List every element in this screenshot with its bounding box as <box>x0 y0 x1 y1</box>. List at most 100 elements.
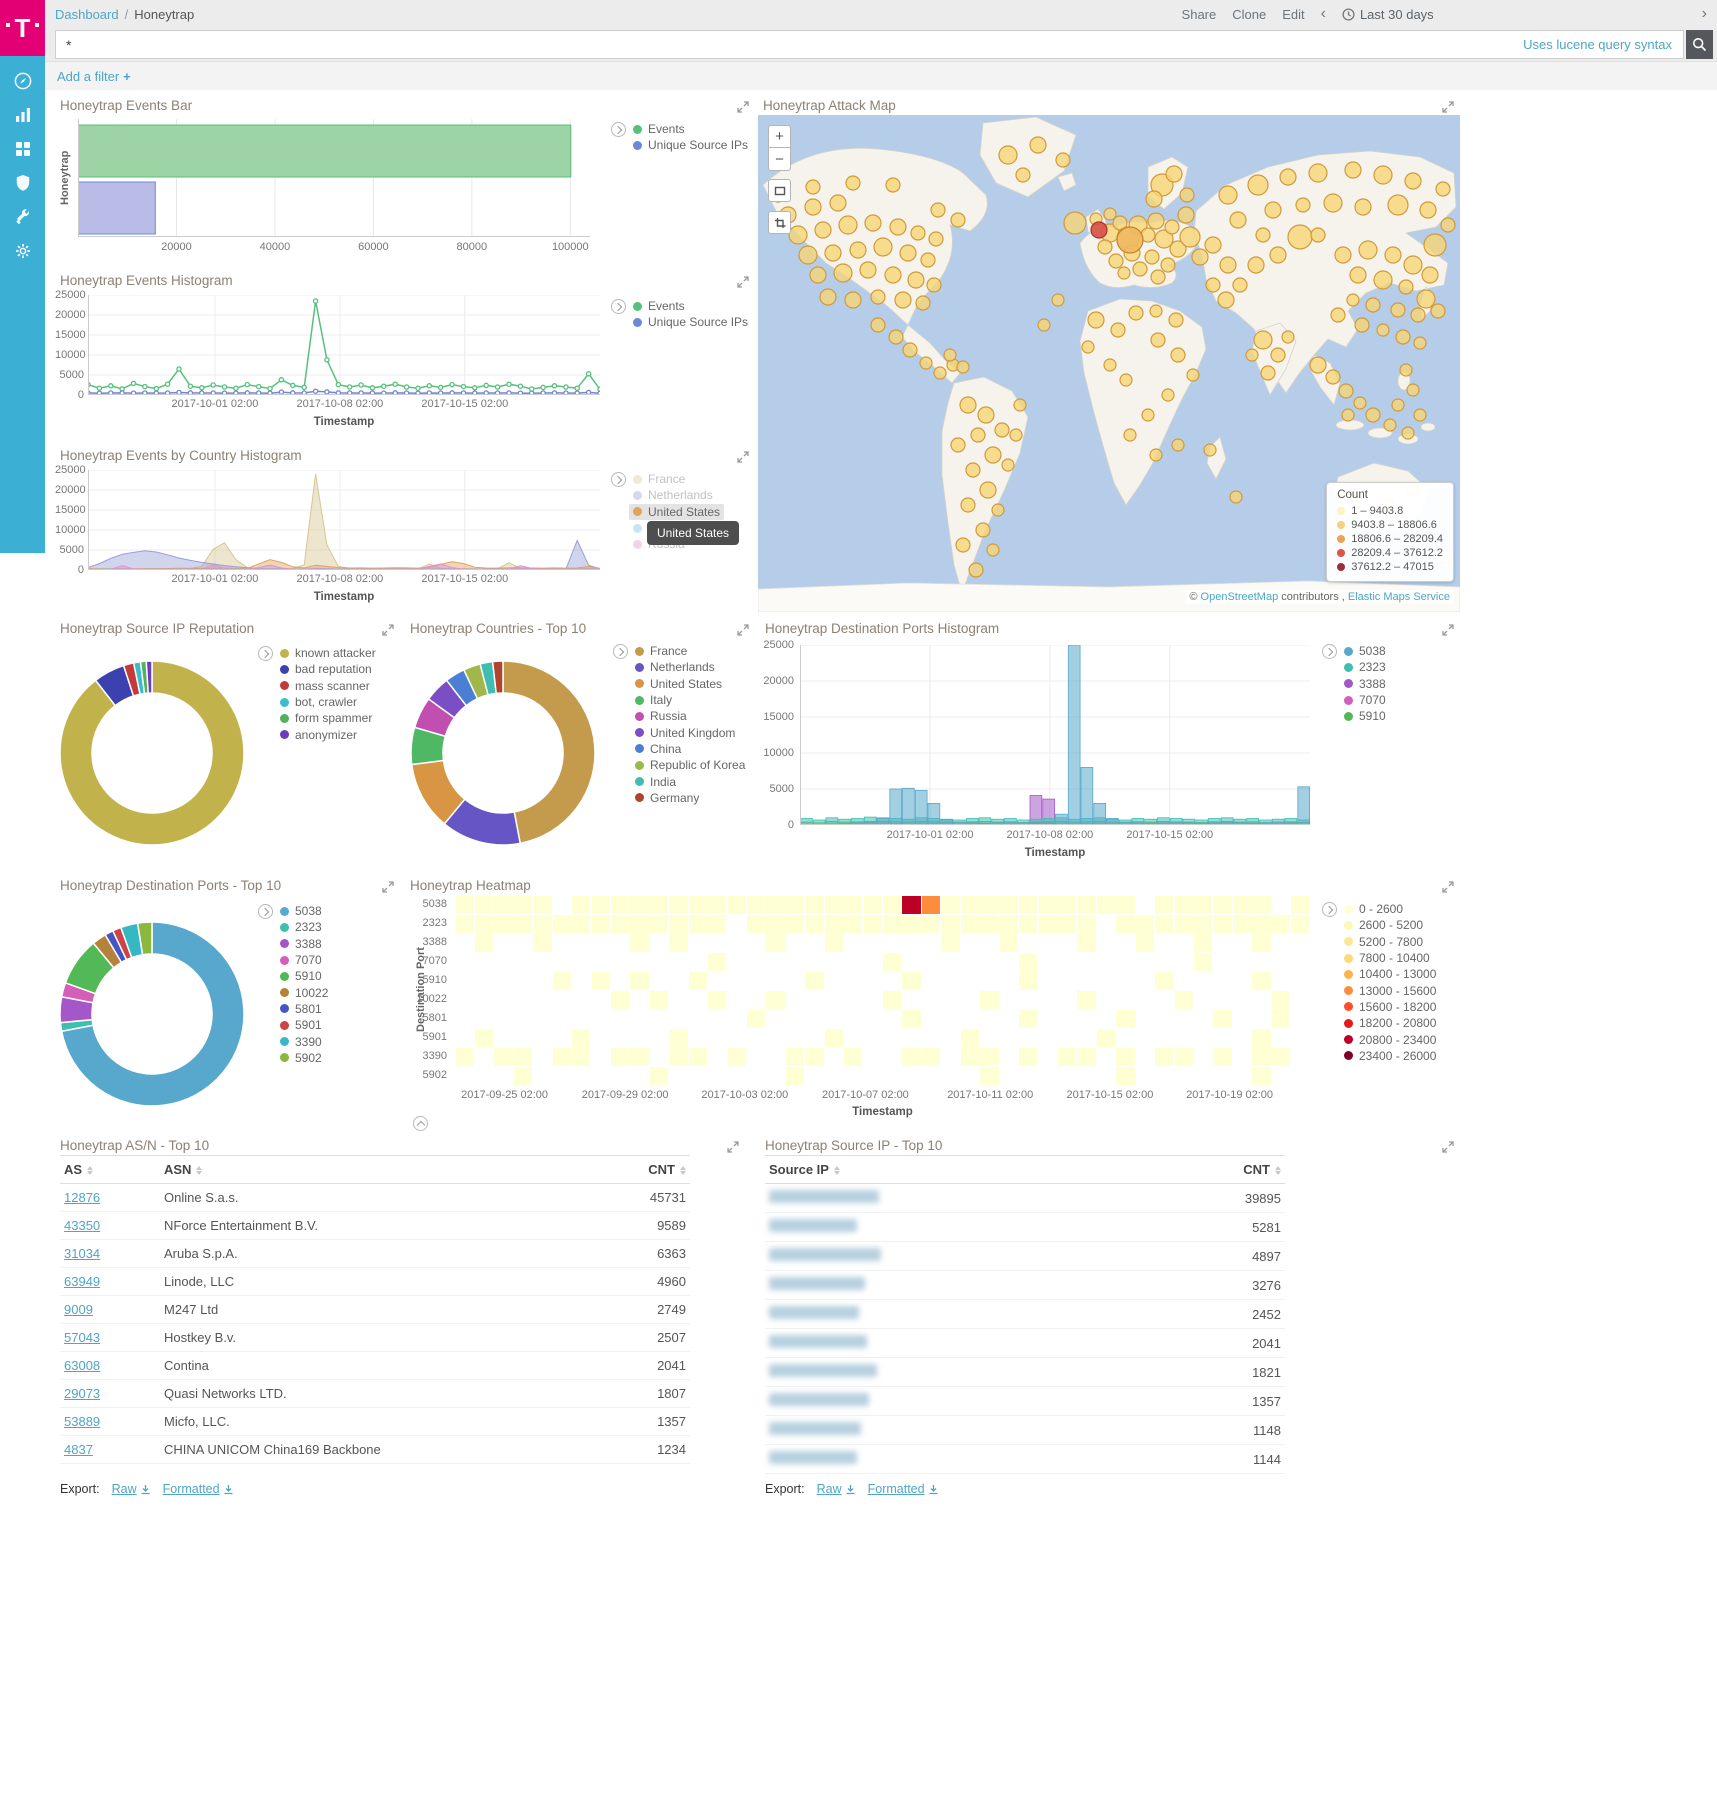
heatmap-cell[interactable] <box>999 914 1018 933</box>
legend-collapse-icon[interactable] <box>613 644 628 659</box>
legend-item[interactable]: 3388 <box>280 936 328 952</box>
bar-2323[interactable] <box>1195 819 1208 825</box>
heatmap-cell[interactable] <box>494 1047 513 1066</box>
attack-marker[interactable] <box>1165 165 1183 183</box>
attack-marker[interactable] <box>1108 253 1124 269</box>
heatmap-cell[interactable] <box>630 971 649 990</box>
export-raw-link[interactable]: Raw <box>817 1482 856 1496</box>
attack-marker[interactable] <box>1219 256 1237 274</box>
heatmap-cell[interactable] <box>669 933 688 952</box>
heatmap-cell[interactable] <box>1252 971 1271 990</box>
attack-marker[interactable] <box>1344 161 1362 179</box>
heatmap-cell[interactable] <box>1271 914 1290 933</box>
heatmap-cell[interactable] <box>747 914 766 933</box>
heatmap-cell[interactable] <box>611 1047 630 1066</box>
table-row[interactable]: 4837 CHINA UNICOM China169 Backbone 1234 <box>60 1435 690 1464</box>
heatmap-cell[interactable] <box>1232 895 1252 914</box>
attack-marker[interactable] <box>1097 239 1113 255</box>
attack-marker[interactable] <box>970 427 986 443</box>
legend-collapse-icon[interactable] <box>611 472 626 487</box>
attack-marker[interactable] <box>1116 226 1144 254</box>
legend-item[interactable]: 37612.2 – 47015 <box>1337 560 1443 574</box>
openstreetmap-link[interactable]: OpenStreetMap <box>1200 591 1279 603</box>
as-link[interactable]: 43350 <box>64 1218 101 1233</box>
attack-marker[interactable] <box>1435 181 1451 197</box>
heatmap-cell[interactable] <box>960 914 980 933</box>
legend-item[interactable]: Germany <box>635 790 745 806</box>
heatmap-cell[interactable] <box>572 914 591 933</box>
attack-marker[interactable] <box>1253 330 1273 350</box>
attack-marker[interactable] <box>1170 347 1186 363</box>
attack-marker[interactable] <box>1177 206 1195 224</box>
heatmap-cell[interactable] <box>1057 914 1077 933</box>
table-row[interactable]: 9009 M247 Ltd 2749 <box>60 1295 690 1324</box>
attack-marker[interactable] <box>960 497 976 513</box>
elastic-maps-service-link[interactable]: Elastic Maps Service <box>1347 591 1450 603</box>
attack-marker[interactable] <box>1308 163 1328 183</box>
heatmap-cell[interactable] <box>1252 914 1271 933</box>
expand-icon[interactable] <box>1442 1140 1455 1153</box>
bar-5038[interactable] <box>1067 645 1081 825</box>
legend-collapse-icon[interactable] <box>258 904 273 919</box>
attack-marker[interactable] <box>991 503 1005 517</box>
attack-marker[interactable] <box>1323 193 1343 213</box>
heatmap-cell[interactable] <box>999 933 1018 952</box>
attack-marker[interactable] <box>1149 448 1163 462</box>
sidebar-item-dev-tools[interactable] <box>0 200 45 234</box>
bar-5038[interactable] <box>1106 818 1119 826</box>
legend-item[interactable]: 5038 <box>1344 643 1386 659</box>
attack-marker[interactable] <box>814 221 832 239</box>
heatmap-cell[interactable] <box>649 895 669 914</box>
edit-button[interactable]: Edit <box>1282 6 1305 22</box>
time-picker[interactable]: Last 30 days <box>1342 7 1434 22</box>
table-row[interactable]: 12876 Online S.a.s. 45731 <box>60 1183 690 1212</box>
as-link[interactable]: 63008 <box>64 1358 101 1373</box>
heatmap-cell[interactable] <box>785 1047 805 1066</box>
heatmap-cell[interactable] <box>591 895 610 914</box>
attack-marker[interactable] <box>1160 257 1176 273</box>
clone-button[interactable]: Clone <box>1232 6 1267 22</box>
time-back-button[interactable]: ‹ <box>1320 5 1326 22</box>
bar-5038[interactable] <box>1182 822 1196 825</box>
table-row[interactable]: 3276 <box>765 1270 1285 1300</box>
attack-marker[interactable] <box>1247 256 1265 274</box>
attack-marker[interactable] <box>943 348 957 362</box>
heatmap-cell[interactable] <box>727 895 746 914</box>
bar-5038[interactable] <box>889 788 903 825</box>
heatmap-cell[interactable] <box>1193 914 1213 933</box>
attack-marker[interactable] <box>1404 172 1422 190</box>
heatmap-cell[interactable] <box>688 914 708 933</box>
legend-item[interactable]: 10022 <box>280 984 328 1000</box>
attack-marker[interactable] <box>968 562 984 578</box>
heatmap-cell[interactable] <box>844 914 863 933</box>
table-row[interactable]: 63008 Contina 2041 <box>60 1351 690 1380</box>
legend-item[interactable]: Republic of Korea <box>635 757 745 773</box>
attack-marker[interactable] <box>1383 418 1397 432</box>
bar-5038[interactable] <box>1208 822 1221 825</box>
attack-location-markers[interactable] <box>770 136 1456 578</box>
bar-2323[interactable] <box>1157 817 1170 825</box>
legend-item[interactable]: 10400 - 13000 <box>1344 966 1436 982</box>
attack-marker[interactable] <box>1145 190 1163 208</box>
attack-marker[interactable] <box>1338 383 1354 399</box>
legend-item[interactable]: 5901 <box>280 1017 328 1033</box>
bar-5038[interactable] <box>876 818 890 826</box>
heatmap-cell[interactable] <box>921 1047 941 1066</box>
telekom-logo[interactable]: T <box>0 0 45 56</box>
legend-collapse-icon[interactable] <box>258 646 273 661</box>
attack-marker[interactable] <box>1373 270 1393 290</box>
attack-marker[interactable] <box>984 446 1002 464</box>
legend-item[interactable]: 5910 <box>1344 708 1386 724</box>
heatmap-cell[interactable] <box>1019 952 1038 971</box>
heatmap-cell[interactable] <box>921 895 941 914</box>
attack-marker[interactable] <box>1090 221 1108 239</box>
draw-rectangle-tool-button[interactable] <box>768 179 791 202</box>
bar-5038[interactable] <box>1055 813 1068 825</box>
legend-item[interactable]: 7070 <box>280 952 328 968</box>
attack-marker[interactable] <box>1358 240 1378 260</box>
legend-item[interactable]: known attacker <box>280 645 376 661</box>
heatmap-cell[interactable] <box>805 895 824 914</box>
attack-marker[interactable] <box>1229 211 1247 229</box>
attack-marker[interactable] <box>907 271 925 289</box>
table-row[interactable]: 1357 <box>765 1386 1285 1416</box>
